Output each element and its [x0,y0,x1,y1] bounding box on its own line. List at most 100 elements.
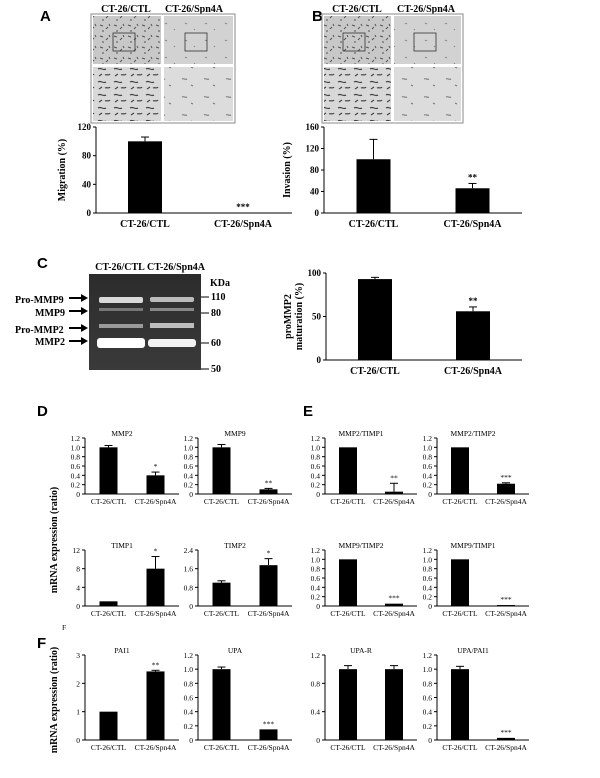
x-category-label: CT-26/CTL [204,609,240,618]
y-tick-label: 0 [76,602,80,611]
chart-title: MMP2/TIMP1 [338,429,383,438]
y-tick-label: 1.2 [423,651,433,660]
y-tick-label: 40 [310,187,320,197]
x-category-label: CT-26/Spn4A [248,743,290,752]
y-tick-label: 0 [316,490,320,499]
y-tick-label: 1.0 [423,665,433,674]
y-tick-label: 120 [78,122,92,132]
kda-tick-50: 50 [211,364,221,375]
x-category-label: CT-26/CTL [330,609,366,618]
y-tick-label: 2.4 [184,546,194,555]
significance-mark: ** [152,660,160,669]
chart-d3: 0 4 8 12 CT-26/CTL * CT-26/Spn4A TIMP1 [73,541,179,618]
y-tick-label: 0.4 [423,708,433,717]
y-axis-label: Invasion (%) [282,142,293,198]
y-tick-label: 1.2 [311,651,321,660]
x-category-label: CT-26/CTL [330,743,366,752]
significance-mark: ** [265,478,273,487]
bar [146,671,165,740]
y-tick-label: 1.0 [184,443,194,452]
kda-tick-80: 80 [211,308,221,319]
y-tick-label: 1.0 [71,443,81,452]
gel-zymography: CT-26/CTL CT-26/Spn4A KDa 110 80 60 50 P… [15,262,230,375]
gel-kda-label: KDa [210,278,230,289]
photo-ctl-low [93,16,161,64]
photo-header-ctl: CT-26/CTL [101,4,151,15]
y-tick-label: 0.8 [71,453,81,462]
photo-ctl-high [93,67,161,121]
y-tick-label: 40 [82,179,92,189]
y-tick-label: 100 [308,268,322,278]
y-tick-label: 0.8 [184,679,194,688]
chart-e2: 00.20.40.60.81.01.2 CT-26/CTL *** CT-26/Spn… [423,429,529,506]
y-tick-label: 0 [76,490,80,499]
bar [259,729,278,740]
y-tick-label: 0.2 [184,722,194,731]
y-axis-label: Migration (%) [57,139,68,202]
y-tick-label: 4 [76,583,80,592]
y-tick-label: 1 [76,708,80,717]
band-label-mmp2: MMP2 [35,337,65,348]
y-tick-label: 0.6 [423,574,433,583]
x-category-label: CT-26/Spn4A [444,366,503,377]
gel-lane-label-ctl: CT-26/CTL [95,262,145,273]
y-tick-label: 1.2 [311,434,321,443]
panel-letter-d: D [37,403,48,420]
x-category-label: CT-26/CTL [442,497,478,506]
chart-title: UPA-R [350,646,372,655]
y-axis-label: maturation (%) [294,283,305,351]
significance-mark: *** [388,594,400,603]
bar [212,669,231,740]
y-tick-label: 0 [428,602,432,611]
x-category-label: CT-26/Spn4A [444,219,503,230]
chart-f3: 0 0.4 0.8 1.2 CT-26/CTL CT-26/Spn4A UPA-R [311,646,417,752]
chart-title: TIMP1 [111,541,133,550]
significance-mark: *** [500,473,512,482]
y-tick-label: 1.2 [71,434,81,443]
y-tick-label: 0 [189,602,193,611]
y-tick-label: 0 [315,208,320,218]
y-tick-label: 0.8 [311,565,321,574]
x-category-label: CT-26/CTL [91,497,127,506]
bar [451,669,469,740]
photo-spn4a-low [164,16,233,64]
y-tick-label: 0.8 [311,453,321,462]
significance-mark: * [154,462,158,471]
y-tick-label: 3 [76,651,80,660]
bar [146,475,165,494]
bar [385,603,403,606]
y-tick-label: 0 [76,736,80,745]
bar [456,311,490,360]
panel-letter-e: E [303,403,313,420]
y-tick-label: 0.8 [423,453,433,462]
y-tick-label: 1.0 [423,555,433,564]
y-tick-label: 1.0 [311,443,321,452]
y-tick-label: 0.4 [423,583,433,592]
kda-tick-60: 60 [211,338,221,349]
x-category-label: CT-26/Spn4A [214,219,273,230]
y-tick-label: 0.4 [71,471,81,480]
bar [99,601,118,606]
significance-mark: ** [468,172,478,182]
y-tick-label: 8 [76,565,80,574]
x-category-label: CT-26/Spn4A [485,743,527,752]
chart-title: MMP9/TIMP1 [450,541,495,550]
y-tick-label: 80 [82,151,92,161]
x-category-label: CT-26/Spn4A [248,497,290,506]
y-tick-label: 0.6 [184,462,194,471]
panel-letter-a: A [40,8,51,25]
x-category-label: CT-26/CTL [204,497,240,506]
bar [358,279,392,360]
bar [212,447,231,494]
significance-mark: * [154,547,158,556]
chart-title: PAI1 [114,646,129,655]
chart-title: MMP9/TIMP2 [338,541,383,550]
x-category-label: CT-26/CTL [204,743,240,752]
y-tick-label: 1.2 [423,546,433,555]
y-tick-label: 0 [87,208,92,218]
x-category-label: CT-26/Spn4A [485,609,527,618]
y-tick-label: 0.2 [423,481,433,490]
x-category-label: CT-26/Spn4A [373,497,415,506]
photo-header-ctl-b: CT-26/CTL [332,4,382,15]
